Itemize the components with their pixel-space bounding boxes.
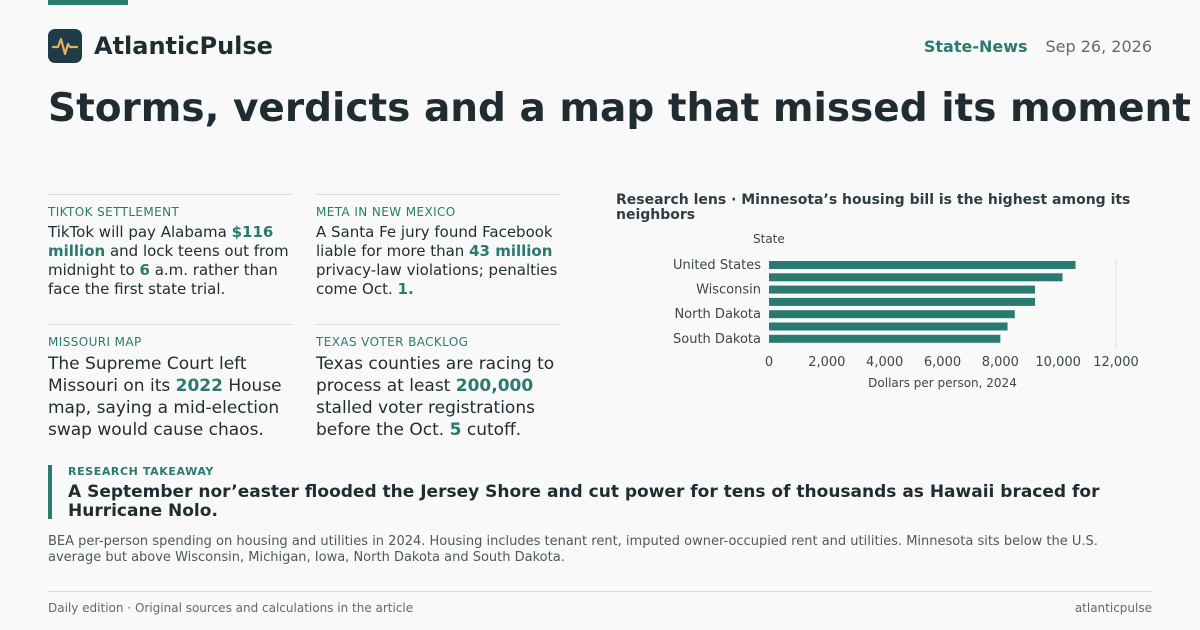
story-dek: TikTok will pay Alabama $116 million and…: [48, 223, 292, 299]
highlight-figure: 1.: [397, 280, 414, 298]
footer: Daily edition · Original sources and cal…: [48, 591, 1152, 615]
highlight-figure: 5: [449, 420, 462, 440]
bar-chart: State United States Wisconsin North Dakota S…: [673, 232, 1139, 390]
dek-text: House map, saying a mid-election swap wo…: [48, 376, 282, 440]
dek-text: privacy-law violations; penalties come O…: [316, 261, 558, 298]
research-takeaway: RESEARCH TAKEAWAY A September nor’easter…: [48, 465, 1128, 521]
dek-text: stalled voter registrations before the O…: [316, 398, 535, 440]
story-tiktok[interactable]: TIKTOK SETTLEMENT TikTok will pay Alabam…: [48, 194, 292, 299]
story-dek: A Santa Fe jury found Facebook liable fo…: [316, 223, 560, 299]
section-link[interactable]: State-News: [923, 36, 1028, 56]
chart-note: BEA per-person spending on housing and u…: [48, 534, 1098, 565]
highlight-figure: 2022: [175, 376, 223, 396]
highlight-figure: $116 million: [48, 223, 274, 260]
category-label: North Dakota: [674, 307, 761, 322]
dek-text: The Supreme Court left Missouri on its: [48, 354, 247, 396]
dek-text: Texas counties are racing to process at …: [316, 354, 555, 396]
highlight-figure: 6: [139, 261, 150, 279]
footer-edition: Daily edition · Original sources and cal…: [48, 601, 414, 615]
story-meta[interactable]: META IN NEW MEXICO A Santa Fe jury found…: [316, 194, 560, 299]
category-label: Wisconsin: [696, 283, 761, 298]
x-tick-label: 2,000: [808, 355, 845, 370]
story-kicker: TIKTOK SETTLEMENT: [48, 205, 180, 219]
highlight-figure: 43 million: [469, 242, 553, 260]
highlight-figure: 200,000: [455, 376, 534, 396]
x-tick-label: 10,000: [1035, 355, 1081, 370]
dek-text: TikTok will pay Alabama: [48, 223, 232, 241]
pulse-icon: [48, 29, 82, 63]
y-axis-label: State: [753, 232, 785, 246]
bar: [769, 322, 1008, 331]
x-tick-label: 8,000: [982, 355, 1019, 370]
bar: [769, 285, 1036, 294]
bar: [769, 273, 1063, 282]
story-kicker: META IN NEW MEXICO: [316, 205, 456, 219]
x-tick-label: 0: [765, 355, 773, 370]
bar: [769, 261, 1076, 269]
category-label: South Dakota: [673, 332, 761, 347]
masthead: AtlanticPulse State-News Sep 26, 2026: [48, 29, 1152, 63]
story-kicker: MISSOURI MAP: [48, 335, 142, 349]
dek-text: A Santa Fe jury found Facebook liable fo…: [316, 223, 553, 260]
bar: [769, 297, 1036, 306]
dek-text: and lock teens out from midnight to: [48, 242, 289, 279]
bar: [769, 310, 1015, 319]
takeaway-text: A September nor’easter flooded the Jerse…: [68, 482, 1100, 521]
brand[interactable]: AtlanticPulse: [48, 29, 273, 63]
story-dek: The Supreme Court left Missouri on its 2…: [48, 353, 292, 441]
dek-text: a.m. rather than face the first state tr…: [48, 261, 278, 298]
category-label: United States: [673, 258, 761, 273]
x-tick-label: 6,000: [924, 355, 961, 370]
bar: [769, 334, 1001, 343]
story-kicker: TEXAS VOTER BACKLOG: [316, 335, 469, 349]
page-headline: Storms, verdicts and a map that missed i…: [48, 86, 1191, 131]
takeaway-kicker: RESEARCH TAKEAWAY: [68, 465, 214, 478]
footer-brand[interactable]: atlanticpulse: [1074, 601, 1152, 615]
x-axis-label: Dollars per person, 2024: [868, 376, 1017, 390]
accent-bar: [48, 0, 128, 5]
dek-text: cutoff.: [461, 420, 522, 440]
x-tick-label: 4,000: [866, 355, 903, 370]
story-texas[interactable]: TEXAS VOTER BACKLOG Texas counties are r…: [316, 324, 560, 441]
x-tick-label: 12,000: [1093, 355, 1139, 370]
chart-title: Research lens · Minnesota’s housing bill…: [616, 192, 1131, 223]
story-dek: Texas counties are racing to process at …: [316, 353, 560, 441]
brand-name: AtlanticPulse: [94, 32, 273, 60]
header-meta: State-News Sep 26, 2026: [924, 37, 1152, 56]
publish-date: Sep 26, 2026: [1045, 36, 1153, 56]
story-missouri[interactable]: MISSOURI MAP The Supreme Court left Miss…: [48, 324, 292, 441]
